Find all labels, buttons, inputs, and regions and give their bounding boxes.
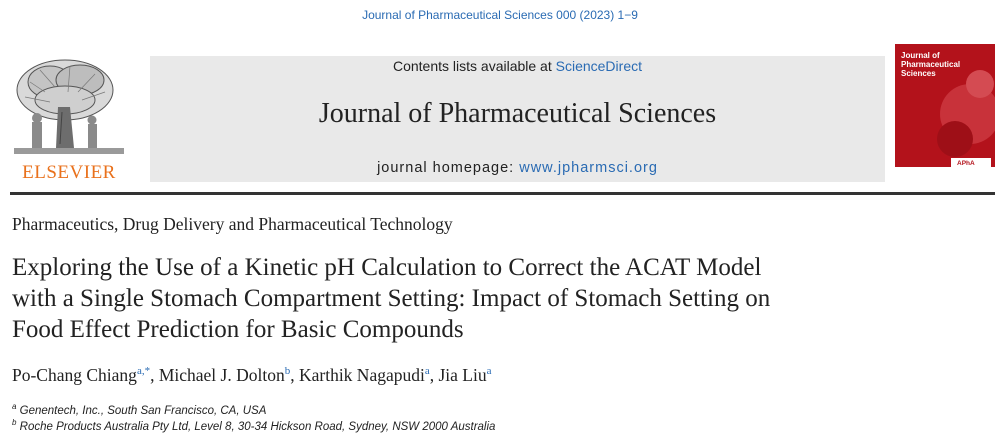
journal-name: Journal of Pharmaceutical Sciences	[318, 98, 717, 129]
author-name[interactable]: Jia Liu	[438, 365, 487, 385]
article-section: Pharmaceutics, Drug Delivery and Pharmac…	[12, 214, 453, 234]
cover-title-line1: Journal of	[901, 51, 940, 60]
author-affiliation-marker[interactable]: b	[284, 365, 291, 378]
contents-prefix: Contents lists available at	[392, 58, 556, 74]
author-affiliation-marker[interactable]: a	[424, 365, 430, 378]
affiliation-a: a Genentech, Inc., South San Francisco, …	[12, 402, 266, 417]
header-divider	[10, 192, 995, 195]
cover-title-line2: Pharmaceutical	[901, 60, 960, 69]
sciencedirect-link[interactable]: ScienceDirect	[555, 58, 642, 74]
author-affiliation-marker[interactable]: a,*	[136, 365, 151, 378]
affiliation-b: b Roche Products Australia Pty Ltd, Leve…	[12, 418, 495, 433]
affiliation-text: Roche Products Australia Pty Ltd, Level …	[19, 420, 496, 433]
homepage-link[interactable]: www.jpharmsci.org	[519, 160, 658, 176]
contents-availability: Contents lists available at ScienceDirec…	[150, 58, 885, 74]
journal-citation[interactable]: Journal of Pharmaceutical Sciences 000 (…	[362, 8, 638, 22]
affiliation-text: Genentech, Inc., South San Francisco, CA…	[19, 404, 267, 417]
journal-banner: Contents lists available at ScienceDirec…	[150, 56, 885, 182]
author-name[interactable]: Po-Chang Chiang	[12, 365, 137, 385]
author-name[interactable]: Karthik Nagapudi	[298, 365, 425, 385]
cover-title-line3: Sciences	[901, 69, 936, 78]
author-name[interactable]: Michael J. Dolton	[158, 365, 285, 385]
cover-apha-badge: APhA	[957, 160, 975, 167]
elsevier-tree-icon	[14, 59, 124, 154]
homepage-prefix: journal homepage:	[377, 160, 520, 176]
journal-cover-thumbnail[interactable]: Journal of Pharmaceutical Sciences APhA	[895, 44, 995, 182]
article-title: Exploring the Use of a Kinetic pH Calcul…	[12, 254, 771, 343]
elsevier-wordmark: ELSEVIER	[22, 162, 116, 183]
author-affiliation-marker[interactable]: a	[486, 365, 492, 378]
affiliation-label: b	[12, 418, 17, 427]
journal-homepage: journal homepage: www.jpharmsci.org	[150, 160, 885, 176]
elsevier-logo[interactable]: ELSEVIER	[10, 52, 128, 184]
affiliation-label: a	[12, 402, 17, 411]
author-list: Po-Chang Chianga,*, Michael J. Doltonb, …	[12, 365, 492, 385]
